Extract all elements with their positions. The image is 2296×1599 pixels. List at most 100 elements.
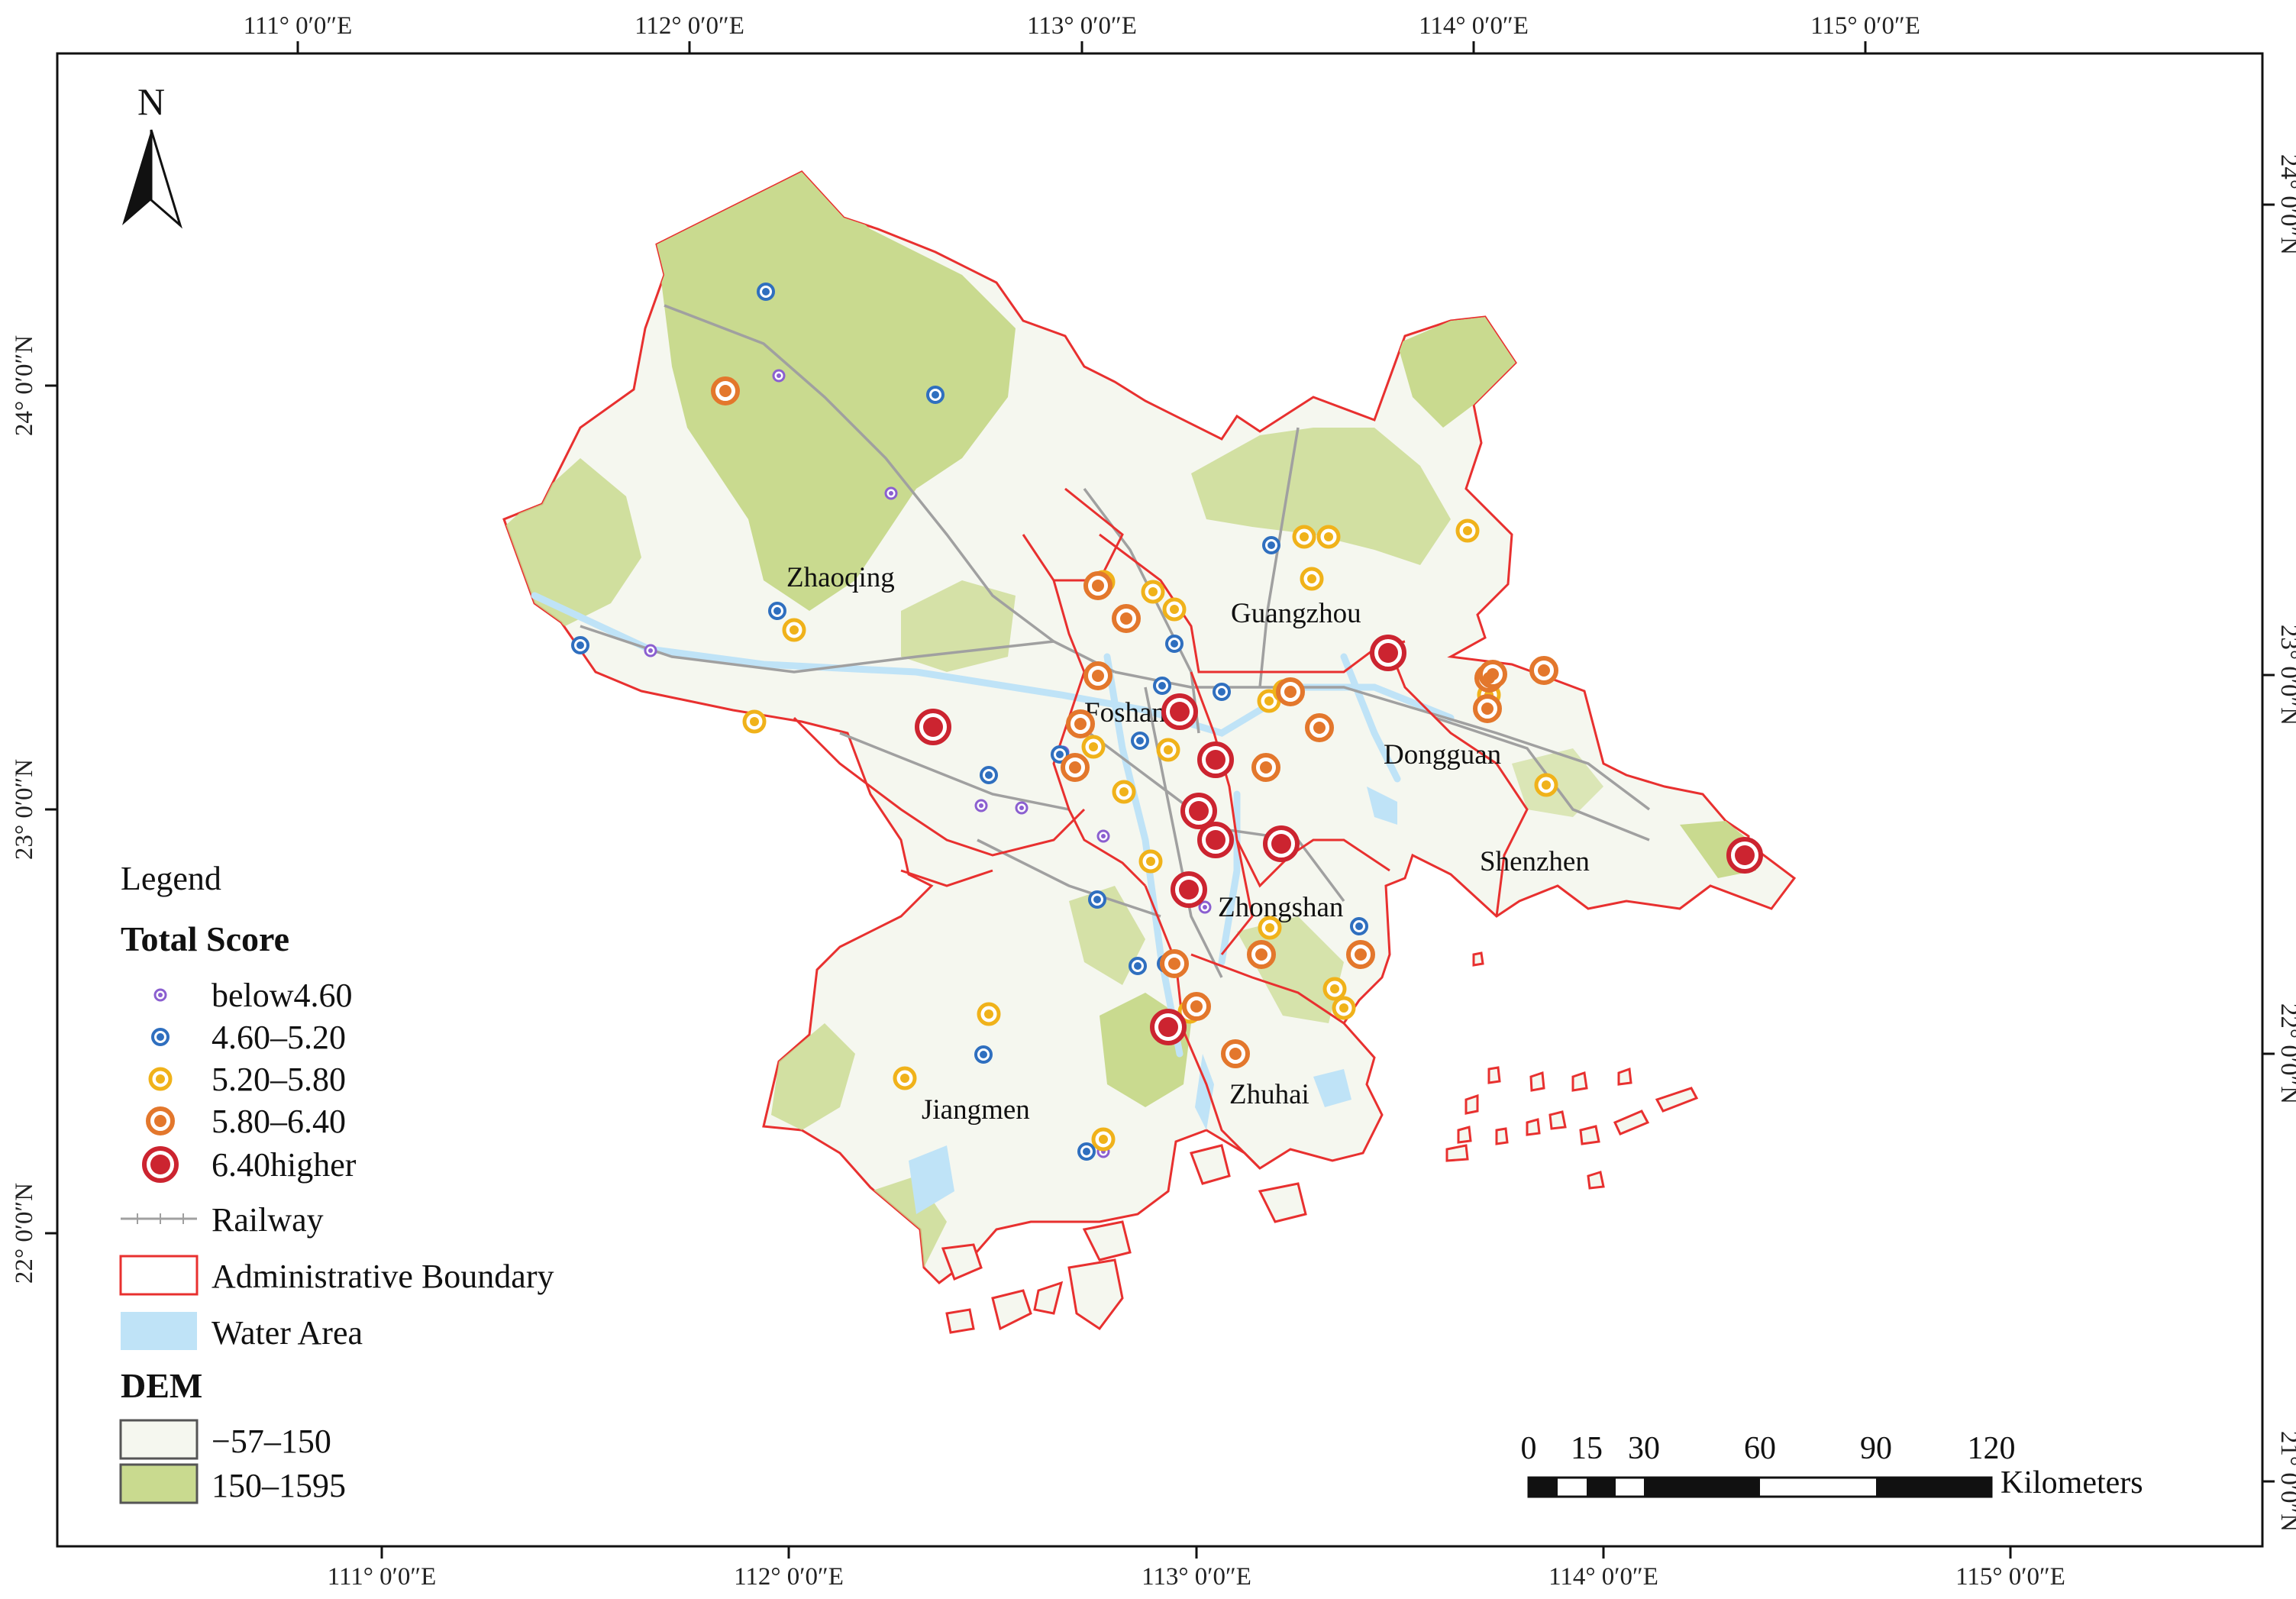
point-c3-dot bbox=[1542, 780, 1551, 790]
scale-seg-light bbox=[1558, 1483, 1587, 1491]
point-c5-dot bbox=[1206, 830, 1226, 850]
point-c3-dot bbox=[1330, 984, 1339, 993]
bottom-tick-labels: 111° 0′0″E 112° 0′0″E 113° 0′0″E 114° 0′… bbox=[328, 1563, 2065, 1591]
north-arrow-left-half bbox=[122, 130, 151, 225]
legend-item-dem-high: 150–1595 bbox=[119, 1463, 346, 1504]
legend-label-admin: Administrative Boundary bbox=[212, 1258, 554, 1295]
admin-boundaries-internal bbox=[793, 487, 1529, 1170]
legend-title: Legend bbox=[121, 860, 221, 897]
legend-symbol-c2-dot bbox=[157, 1033, 164, 1041]
point-below-dot bbox=[1101, 834, 1106, 838]
point-c5-dot bbox=[1271, 834, 1291, 854]
top-tick-113: 113° 0′0″E bbox=[1027, 12, 1137, 40]
north-label: N bbox=[137, 80, 165, 123]
point-c3-dot bbox=[900, 1074, 909, 1083]
point-c2-dot bbox=[576, 641, 584, 649]
bottom-tick-114: 114° 0′0″E bbox=[1548, 1563, 1658, 1591]
point-c2-dot bbox=[762, 288, 770, 296]
top-tick-114: 114° 0′0″E bbox=[1419, 12, 1529, 40]
point-below-dot bbox=[1019, 806, 1024, 810]
legend-label-railway: Railway bbox=[212, 1201, 324, 1239]
legend-label-c5: 6.40higher bbox=[212, 1146, 357, 1184]
scale-seg-dark bbox=[1587, 1478, 1616, 1497]
scale-bar: 0 15 30 60 90 120 Kilometers bbox=[1521, 1431, 2143, 1500]
scale-unit: Kilometers bbox=[2001, 1465, 2143, 1500]
bottom-tick-113: 113° 0′0″E bbox=[1142, 1563, 1251, 1591]
city-labels: Zhaoqing Guangzhou Foshan Dongguan Shenz… bbox=[786, 562, 1590, 1126]
legend-item-water: Water Area bbox=[121, 1312, 363, 1352]
point-c3-dot bbox=[1148, 587, 1158, 596]
legend-symbol-admin bbox=[119, 1255, 199, 1296]
scale-label-30: 30 bbox=[1628, 1431, 1660, 1466]
legend-item-c3: 5.20–5.80 bbox=[148, 1061, 346, 1098]
point-c3-dot bbox=[1463, 526, 1472, 535]
point-c2-dot bbox=[1267, 541, 1275, 549]
point-below-dot bbox=[1203, 905, 1207, 909]
score-points bbox=[571, 283, 1763, 1161]
point-c4-dot bbox=[1092, 580, 1104, 592]
point-c5-dot bbox=[923, 717, 943, 737]
scale-label-60: 60 bbox=[1744, 1431, 1776, 1466]
left-tick-23: 23° 0′0″N bbox=[11, 759, 38, 860]
point-below-dot bbox=[648, 648, 653, 653]
point-c3-dot bbox=[1170, 605, 1179, 614]
islands bbox=[941, 951, 1699, 1334]
point-c4-dot bbox=[1284, 686, 1297, 698]
legend-label-water: Water Area bbox=[212, 1314, 363, 1352]
point-below-dot bbox=[777, 373, 781, 378]
score-points-6-40-higher-dots bbox=[923, 643, 1755, 1037]
point-c5-dot bbox=[1378, 643, 1398, 663]
point-c3-dot bbox=[1300, 532, 1309, 541]
point-c3-dot bbox=[1324, 532, 1333, 541]
point-c3-dot bbox=[1164, 745, 1173, 754]
point-c2-dot bbox=[932, 391, 939, 399]
point-c4-dot bbox=[1120, 612, 1132, 625]
legend-item-c2: 4.60–5.20 bbox=[151, 1019, 346, 1056]
legend-symbol-c5-dot bbox=[150, 1155, 170, 1174]
point-c4-dot bbox=[719, 385, 731, 397]
right-tick-23: 23° 0′0″N bbox=[2275, 625, 2296, 725]
legend-symbol-dem-high bbox=[119, 1463, 199, 1504]
legend-label-c4: 5.80–6.40 bbox=[212, 1103, 346, 1140]
scale-seg-dark bbox=[1644, 1478, 1760, 1497]
point-c3-dot bbox=[1119, 787, 1129, 796]
point-c3-dot bbox=[1307, 574, 1316, 583]
point-c2-dot bbox=[1158, 682, 1166, 690]
point-c2-dot bbox=[1093, 896, 1101, 903]
scale-seg-light bbox=[1616, 1483, 1644, 1491]
scale-label-0: 0 bbox=[1521, 1431, 1537, 1466]
point-c3-dot bbox=[750, 717, 759, 726]
left-tick-24: 24° 0′0″N bbox=[11, 335, 38, 436]
legend-label-c3: 5.20–5.80 bbox=[212, 1061, 346, 1098]
point-c4-dot bbox=[1538, 664, 1550, 677]
point-c3-dot bbox=[1264, 696, 1274, 706]
legend-item-c4: 5.80–6.40 bbox=[146, 1103, 346, 1140]
city-label-zhongshan: Zhongshan bbox=[1218, 892, 1343, 923]
point-below-dot bbox=[979, 803, 983, 808]
legend-score-title: Total Score bbox=[121, 919, 289, 958]
right-tick-24: 24° 0′0″N bbox=[2275, 154, 2296, 255]
legend-item-below: below4.60 bbox=[153, 977, 353, 1014]
right-tick-22: 22° 0′0″N bbox=[2275, 1003, 2296, 1104]
point-c3-dot bbox=[984, 1009, 993, 1019]
point-c3-dot bbox=[1089, 742, 1098, 751]
graticule-ticks bbox=[45, 41, 2275, 1559]
point-c2-dot bbox=[1134, 962, 1142, 970]
left-tick-labels: 24° 0′0″N 23° 0′0″N 22° 0′0″N bbox=[11, 335, 38, 1284]
point-c3-dot bbox=[1099, 1135, 1108, 1144]
point-c5-dot bbox=[1189, 801, 1209, 821]
score-points-6-40-higher bbox=[915, 635, 1763, 1045]
city-label-jiangmen: Jiangmen bbox=[922, 1094, 1030, 1126]
point-c4-dot bbox=[1190, 1000, 1203, 1013]
top-tick-112: 112° 0′0″E bbox=[635, 12, 744, 40]
point-c5-dot bbox=[1170, 702, 1190, 722]
city-label-zhuhai: Zhuhai bbox=[1229, 1079, 1309, 1110]
legend-symbol-dem-low bbox=[119, 1419, 199, 1460]
point-c3-dot bbox=[790, 625, 799, 635]
point-c2-dot bbox=[1083, 1148, 1090, 1155]
legend-label-below: below4.60 bbox=[212, 977, 353, 1014]
point-c2-dot bbox=[1218, 688, 1226, 696]
legend-item-c5: 6.40higher bbox=[142, 1146, 357, 1184]
